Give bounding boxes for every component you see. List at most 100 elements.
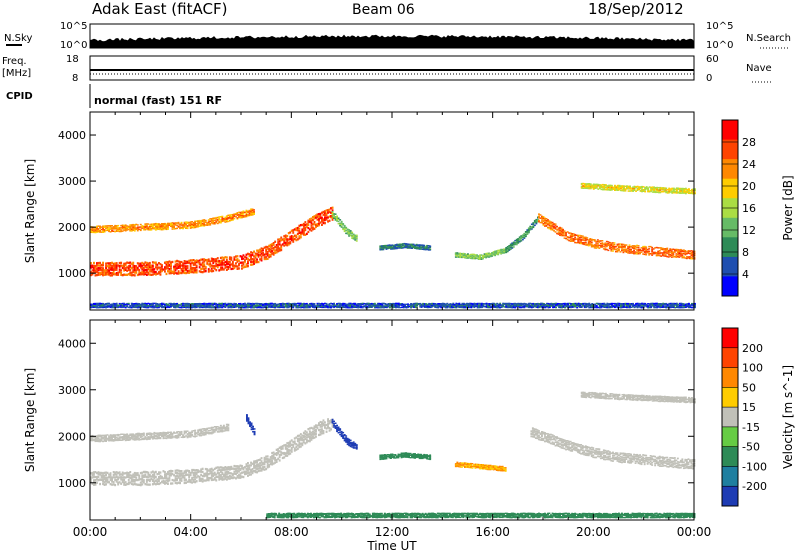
echo-cell xyxy=(589,242,592,244)
echo-cell xyxy=(663,187,666,189)
echo-cell xyxy=(173,270,175,273)
echo-cell xyxy=(613,248,616,251)
echo-cell xyxy=(161,224,163,226)
echo-cell xyxy=(126,225,129,227)
echo-cell xyxy=(495,253,498,255)
echo-cell xyxy=(250,260,252,264)
echo-cell xyxy=(203,270,206,273)
echo-cell xyxy=(601,246,604,248)
echo-cell xyxy=(392,305,394,308)
echo-cell xyxy=(100,269,103,272)
echo-cell xyxy=(93,230,95,233)
echo-cell xyxy=(97,230,100,232)
echo-cell xyxy=(669,248,672,250)
echo-cell xyxy=(355,238,358,240)
echo-cell xyxy=(393,303,396,306)
echo-cell xyxy=(636,244,638,247)
echo-cell xyxy=(523,234,526,236)
echo-cell xyxy=(156,225,159,227)
echo-cell xyxy=(219,260,222,263)
echo-cell xyxy=(587,239,590,241)
echo-cell xyxy=(90,273,92,277)
echo-cell xyxy=(123,478,126,481)
echo-cell xyxy=(394,244,397,246)
echo-cell xyxy=(629,304,631,307)
echo-cell xyxy=(521,234,524,236)
echo-cell xyxy=(209,305,212,307)
echo-cell xyxy=(183,269,186,272)
echo-cell xyxy=(145,478,148,481)
echo-cell xyxy=(535,221,538,223)
echo-cell xyxy=(287,306,290,309)
echo-cell xyxy=(272,251,275,254)
echo-cell xyxy=(174,223,177,226)
echo-cell xyxy=(654,303,657,305)
echo-cell xyxy=(292,240,295,243)
echo-cell xyxy=(650,186,653,189)
echo-cell xyxy=(662,302,665,305)
echo-cell xyxy=(170,303,172,306)
echo-cell xyxy=(345,232,348,235)
echo-cell xyxy=(375,306,378,308)
echo-cell xyxy=(106,479,109,482)
echo-cell xyxy=(568,302,571,305)
echo-cell xyxy=(296,305,299,308)
echo-cell xyxy=(102,267,104,270)
echo-cell xyxy=(244,211,246,214)
echo-cell xyxy=(263,305,266,307)
echo-cell xyxy=(690,258,693,260)
echo-cell xyxy=(108,305,110,308)
echo-cell xyxy=(618,304,621,306)
echo-cell xyxy=(228,220,231,222)
echo-cell xyxy=(173,225,175,228)
echo-cell xyxy=(127,306,130,309)
echo-cell xyxy=(182,304,184,306)
echo-cell xyxy=(576,303,579,306)
echo-cell xyxy=(444,304,447,307)
echo-cell xyxy=(417,246,420,249)
echo-cell xyxy=(455,302,458,305)
echo-cell xyxy=(396,247,398,249)
echo-cell xyxy=(424,246,427,249)
echo-cell xyxy=(501,248,504,251)
echo-cell xyxy=(197,304,200,306)
echo-cell xyxy=(121,224,124,226)
echo-cell xyxy=(616,249,619,252)
echo-cell xyxy=(343,228,346,230)
echo-cell xyxy=(515,238,518,241)
echo-cell xyxy=(592,188,595,190)
echo-cell xyxy=(661,248,664,251)
echo-cell xyxy=(242,266,245,269)
echo-cell xyxy=(501,250,504,252)
echo-cell xyxy=(180,260,183,264)
echo-cell xyxy=(655,253,658,255)
echo-cell xyxy=(235,212,237,215)
echo-cell xyxy=(624,245,626,247)
echo-cell xyxy=(102,476,104,479)
echo-cell xyxy=(574,238,577,241)
echo-cell xyxy=(422,304,425,307)
echo-cell xyxy=(340,220,343,223)
echo-cell xyxy=(195,303,198,305)
echo-cell xyxy=(215,262,218,265)
echo-cell xyxy=(136,302,139,305)
echo-cell xyxy=(191,223,194,225)
echo-cell xyxy=(566,238,569,241)
echo-band xyxy=(505,216,539,254)
echo-cell xyxy=(480,258,483,260)
echo-cell xyxy=(138,273,141,276)
echo-cell xyxy=(381,305,384,307)
echo-cell xyxy=(615,305,618,307)
echo-cell xyxy=(632,188,634,190)
echo-cell xyxy=(114,303,117,305)
echo-cell xyxy=(177,270,180,273)
echo-cell xyxy=(376,306,379,309)
echo-cell xyxy=(554,225,557,227)
echo-cell xyxy=(389,305,391,307)
echo-cell xyxy=(683,190,686,192)
echo-cell xyxy=(467,302,470,305)
echo-cell xyxy=(253,306,255,309)
echo-cell xyxy=(632,189,634,192)
echo-cell xyxy=(471,254,474,257)
echo-cell xyxy=(482,254,484,257)
